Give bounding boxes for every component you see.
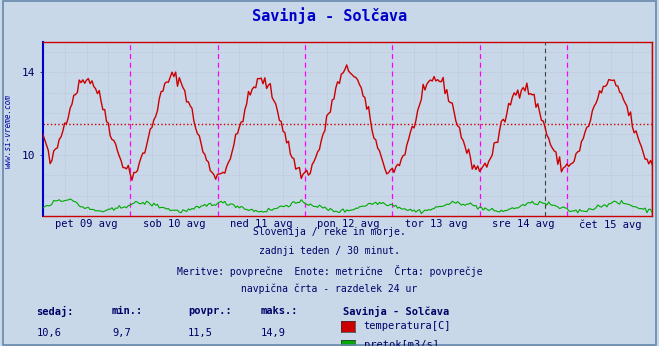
Text: 14,9: 14,9 [260,328,285,338]
Text: sedaj:: sedaj: [36,306,74,317]
Text: pretok[m3/s]: pretok[m3/s] [364,340,439,346]
Text: 10,6: 10,6 [36,328,61,338]
Text: Meritve: povprečne  Enote: metrične  Črta: povprečje: Meritve: povprečne Enote: metrične Črta:… [177,265,482,277]
Text: maks.:: maks.: [260,306,298,316]
Text: Slovenija / reke in morje.: Slovenija / reke in morje. [253,227,406,237]
Text: www.si-vreme.com: www.si-vreme.com [3,94,13,169]
Text: 11,5: 11,5 [188,328,213,338]
Text: zadnji teden / 30 minut.: zadnji teden / 30 minut. [259,246,400,256]
Text: Savinja - Solčava: Savinja - Solčava [252,7,407,24]
Text: min.:: min.: [112,306,143,316]
Text: 9,7: 9,7 [112,328,130,338]
Text: povpr.:: povpr.: [188,306,231,316]
Text: temperatura[C]: temperatura[C] [364,321,451,331]
Text: Savinja - Solčava: Savinja - Solčava [343,306,449,317]
Text: navpična črta - razdelek 24 ur: navpična črta - razdelek 24 ur [241,284,418,294]
